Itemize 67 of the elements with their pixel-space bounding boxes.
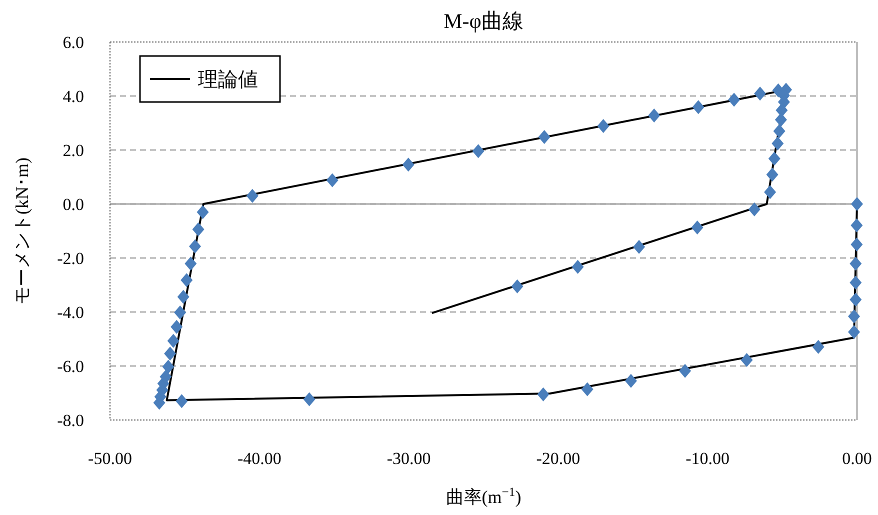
point [851, 197, 863, 211]
y-axis-title: モーメント(kN･m) [12, 158, 32, 304]
y-tick-label: 6.0 [62, 33, 84, 52]
point [164, 346, 176, 361]
point [850, 276, 862, 290]
y-tick-label: -8.0 [57, 411, 84, 430]
point [174, 306, 186, 320]
point [538, 130, 550, 144]
point [180, 273, 193, 288]
point [692, 100, 704, 114]
point [812, 340, 824, 354]
point [766, 168, 778, 182]
point [624, 374, 637, 388]
y-tick-label: -2.0 [57, 249, 84, 268]
point [633, 240, 646, 254]
chart-title: M-φ曲線 [444, 9, 524, 33]
point [848, 324, 860, 339]
y-tick-label: 0.0 [62, 195, 84, 214]
point [581, 382, 594, 396]
x-tick-label: 0.00 [842, 449, 872, 468]
point [768, 152, 780, 166]
point [162, 360, 174, 374]
point [326, 173, 338, 188]
x-tick-label: -10.00 [686, 449, 730, 468]
point [170, 320, 183, 334]
point [246, 188, 258, 203]
x-tick-label: -30.00 [386, 449, 431, 468]
x-tick-label: -40.00 [237, 449, 282, 468]
point [740, 353, 753, 368]
point [184, 256, 197, 271]
point [303, 392, 316, 406]
point [772, 136, 784, 151]
point [177, 290, 190, 304]
y-tick-label: 4.0 [62, 87, 84, 106]
legend-label: 理論値 [198, 69, 258, 91]
point [196, 205, 209, 220]
point [691, 220, 704, 234]
point [472, 144, 484, 158]
point [648, 108, 660, 122]
point [754, 86, 766, 101]
y-tick-label: -6.0 [57, 357, 84, 376]
point [748, 202, 760, 216]
point [160, 370, 172, 384]
y-tick-label: 2.0 [62, 141, 84, 160]
x-axis-title: 曲率(m$^{−1}$) [446, 485, 522, 507]
point [773, 124, 786, 138]
point [511, 279, 524, 294]
point [176, 394, 188, 408]
point [728, 92, 740, 107]
point [192, 222, 204, 236]
point [850, 256, 862, 271]
point [848, 309, 860, 324]
point [189, 239, 202, 254]
point [850, 238, 863, 252]
x-tick-label: -50.00 [88, 449, 132, 468]
point [679, 364, 692, 378]
point [764, 185, 776, 200]
point [402, 158, 414, 172]
y-tick-label: -4.0 [57, 303, 84, 322]
point [572, 260, 584, 274]
point [167, 334, 180, 348]
point [537, 387, 550, 402]
point [597, 118, 610, 133]
x-tick-label: -20.00 [536, 449, 580, 468]
point [774, 112, 787, 127]
point [850, 218, 863, 232]
point [850, 292, 862, 307]
